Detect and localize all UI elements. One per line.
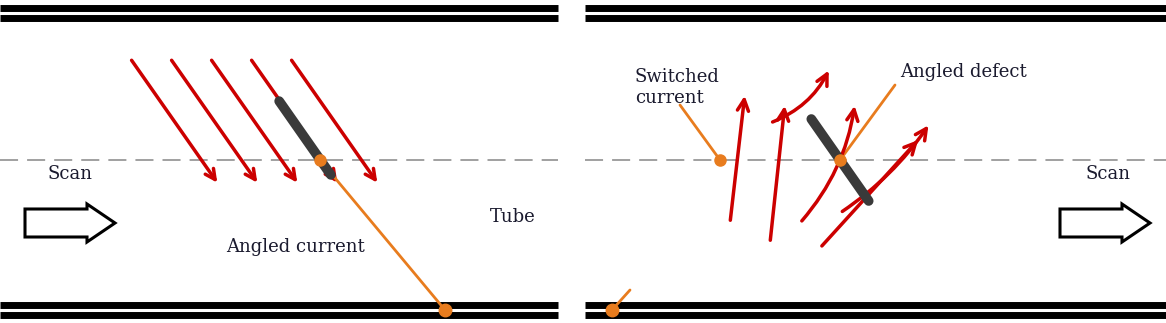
FancyArrow shape xyxy=(1060,204,1150,242)
Text: Tube: Tube xyxy=(490,208,535,226)
Text: Scan: Scan xyxy=(1086,165,1131,183)
Text: Switched
current: Switched current xyxy=(635,68,719,107)
Text: Scan: Scan xyxy=(48,165,92,183)
FancyArrow shape xyxy=(24,204,115,242)
Text: Angled current: Angled current xyxy=(226,238,364,256)
Text: Angled defect: Angled defect xyxy=(900,63,1027,81)
